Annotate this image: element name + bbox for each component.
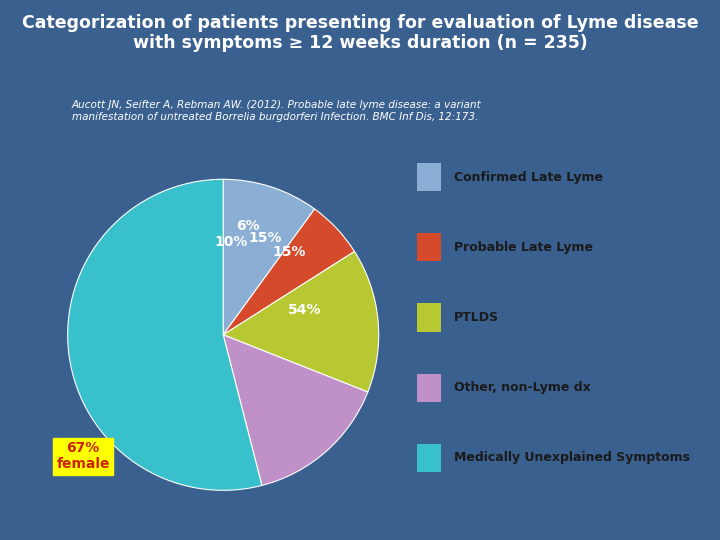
Text: Aucott JN, Seifter A, Rebman AW. (2012). Probable late lyme disease: a variant
m: Aucott JN, Seifter A, Rebman AW. (2012).… <box>72 100 482 122</box>
Bar <box>417 444 441 472</box>
Text: Probable Late Lyme: Probable Late Lyme <box>454 241 593 254</box>
Wedge shape <box>223 179 315 335</box>
Bar <box>417 233 441 261</box>
Bar <box>417 374 441 402</box>
Bar <box>417 163 441 191</box>
Text: 15%: 15% <box>248 231 282 245</box>
Text: Categorization of patients presenting for evaluation of Lyme disease
with sympto: Categorization of patients presenting fo… <box>22 14 698 52</box>
Wedge shape <box>68 179 262 490</box>
Text: 15%: 15% <box>272 245 306 259</box>
Text: Medically Unexplained Symptoms: Medically Unexplained Symptoms <box>454 451 690 464</box>
Text: 6%: 6% <box>237 219 260 233</box>
Wedge shape <box>223 335 368 485</box>
Text: 54%: 54% <box>288 303 322 317</box>
Text: PTLDS: PTLDS <box>454 311 499 324</box>
Bar <box>417 303 441 332</box>
Text: Confirmed Late Lyme: Confirmed Late Lyme <box>454 171 603 184</box>
Wedge shape <box>223 209 354 335</box>
Text: Other, non-Lyme dx: Other, non-Lyme dx <box>454 381 590 394</box>
Wedge shape <box>223 252 379 392</box>
Text: 67%
female: 67% female <box>56 441 110 471</box>
Text: 10%: 10% <box>215 235 248 249</box>
